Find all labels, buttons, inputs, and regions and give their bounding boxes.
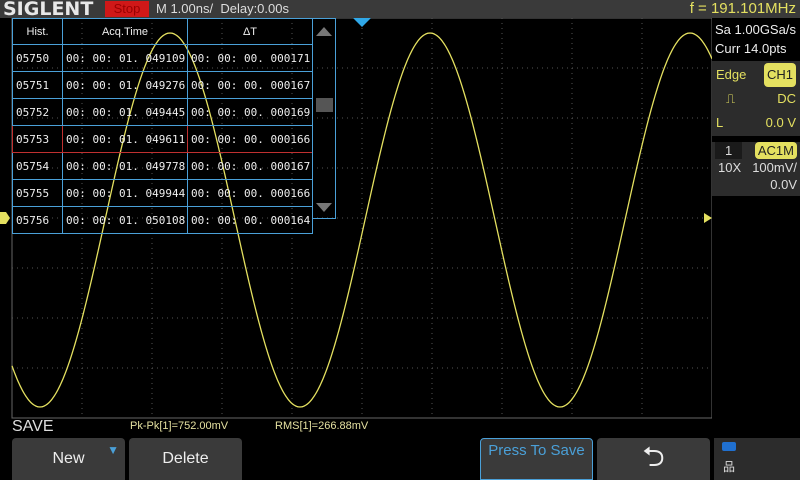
timebase: M 1.00ns/ (156, 1, 214, 16)
return-button[interactable]: ⮌ (597, 438, 710, 480)
delay: Delay:0.00s (220, 1, 289, 16)
scroll-thumb[interactable] (316, 98, 333, 112)
channel-number: 1 (715, 142, 743, 159)
measure-rms: RMS[1]=266.88mV (275, 420, 369, 432)
trigger-panel[interactable]: Edge CH1 ⎍ DC L 0.0 V (712, 61, 800, 136)
arrow-down-icon: ▼ (107, 443, 119, 457)
history-scrollbar[interactable] (312, 18, 336, 219)
channel1-panel[interactable]: 1 AC1M 10X 100mV/ 0.0V (712, 142, 800, 196)
history-row[interactable]: 05755 00: 00: 01. 049944 00: 00: 00. 00016… (12, 179, 313, 207)
history-row[interactable]: 05753 00: 00: 01. 049611 00: 00: 00. 00016… (12, 125, 313, 153)
vertical-scale: 100mV/ (752, 160, 797, 175)
acq-time: 00: 00: 01. 049778 (62, 152, 188, 180)
hist-index: 05753 (12, 125, 63, 153)
hist-index: 05755 (12, 179, 63, 207)
network-icon: 品 (723, 460, 736, 474)
trigger-level-label: L (716, 115, 724, 130)
acq-time: 00: 00: 01. 049611 (62, 125, 188, 153)
delta-t: 00: 00: 00. 000166 (187, 125, 313, 153)
col-delta-t: ΔT (187, 18, 313, 45)
acq-time: 00: 00: 01. 050108 (62, 206, 188, 234)
menu-title: SAVE (12, 418, 54, 435)
delta-t: 00: 00: 00. 000171 (187, 44, 313, 72)
history-row[interactable]: 05751 00: 00: 01. 049276 00: 00: 00. 00016… (12, 71, 313, 99)
acq-time: 00: 00: 01. 049109 (62, 44, 188, 72)
history-row[interactable]: 05752 00: 00: 01. 049445 00: 00: 00. 00016… (12, 98, 313, 126)
press-to-save-button[interactable]: Press To Save (480, 438, 593, 480)
delta-t: 00: 00: 00. 000169 (187, 98, 313, 126)
run-stop-status[interactable]: Stop (105, 1, 149, 17)
new-button[interactable]: New ▼ (12, 438, 125, 480)
delta-t: 00: 00: 00. 000167 (187, 71, 313, 99)
history-row[interactable]: 05750 00: 00: 01. 049109 00: 00: 00. 00017… (12, 44, 313, 72)
top-bar: SIGLENT Stop M 1.00ns/ Delay:0.00s f = 1… (0, 0, 800, 20)
return-icon: ⮌ (642, 441, 665, 472)
acq-time: 00: 00: 01. 049944 (62, 179, 188, 207)
scroll-down-icon[interactable] (316, 203, 332, 212)
status-icons: 品 (714, 438, 800, 480)
trigger-level: 0.0 V (765, 115, 796, 130)
rising-edge-icon: ⎍ (726, 91, 736, 106)
frequency-counter: f = 191.101MHz (689, 0, 796, 17)
trigger-source: CH1 (763, 63, 796, 87)
trigger-coupling: DC (777, 91, 796, 106)
hist-index: 05752 (12, 98, 63, 126)
acq-time: 00: 00: 01. 049276 (62, 71, 188, 99)
acquisition-panel[interactable]: Sa 1.00GSa/s Curr 14.0pts (712, 18, 800, 60)
delta-t: 00: 00: 00. 000166 (187, 179, 313, 207)
hist-index: 05756 (12, 206, 63, 234)
measure-pkpk: Pk-Pk[1]=752.00mV (130, 420, 229, 432)
probe-attenuation: 10X (718, 160, 742, 175)
delta-t: 00: 00: 00. 000167 (187, 152, 313, 180)
history-row[interactable]: 05754 00: 00: 01. 049778 00: 00: 00. 00016… (12, 152, 313, 180)
vertical-offset: 0.0V (770, 177, 797, 192)
history-table: Hist. Acq.Time ΔT 05750 00: 00: 01. 04910… (12, 18, 336, 234)
sample-rate: Sa 1.00GSa/s (715, 22, 796, 37)
scroll-up-icon[interactable] (316, 27, 332, 36)
brand-logo: SIGLENT (3, 0, 94, 20)
delete-button[interactable]: Delete (129, 438, 242, 480)
memory-depth: Curr 14.0pts (715, 41, 787, 56)
history-row[interactable]: 05756 00: 00: 01. 050108 00: 00: 00. 00016… (12, 206, 313, 234)
hist-index: 05751 (12, 71, 63, 99)
channel-coupling: AC1M (754, 142, 797, 159)
usb-icon (722, 442, 736, 451)
delta-t: 00: 00: 00. 000164 (187, 206, 313, 234)
new-label: New (52, 450, 85, 467)
channel1-offset-marker[interactable] (0, 212, 10, 224)
hist-index: 05754 (12, 152, 63, 180)
trigger-type: Edge (716, 67, 747, 82)
col-acq-time: Acq.Time (62, 18, 188, 45)
trigger-level-marker[interactable] (704, 213, 712, 223)
col-hist: Hist. (12, 18, 63, 45)
trigger-position-marker[interactable] (353, 18, 371, 27)
acq-time: 00: 00: 01. 049445 (62, 98, 188, 126)
hist-index: 05750 (12, 44, 63, 72)
timebase-readout[interactable]: M 1.00ns/ Delay:0.00s (156, 1, 289, 16)
